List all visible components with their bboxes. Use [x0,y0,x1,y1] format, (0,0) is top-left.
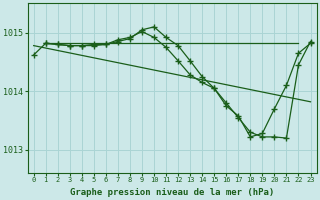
X-axis label: Graphe pression niveau de la mer (hPa): Graphe pression niveau de la mer (hPa) [70,188,274,197]
